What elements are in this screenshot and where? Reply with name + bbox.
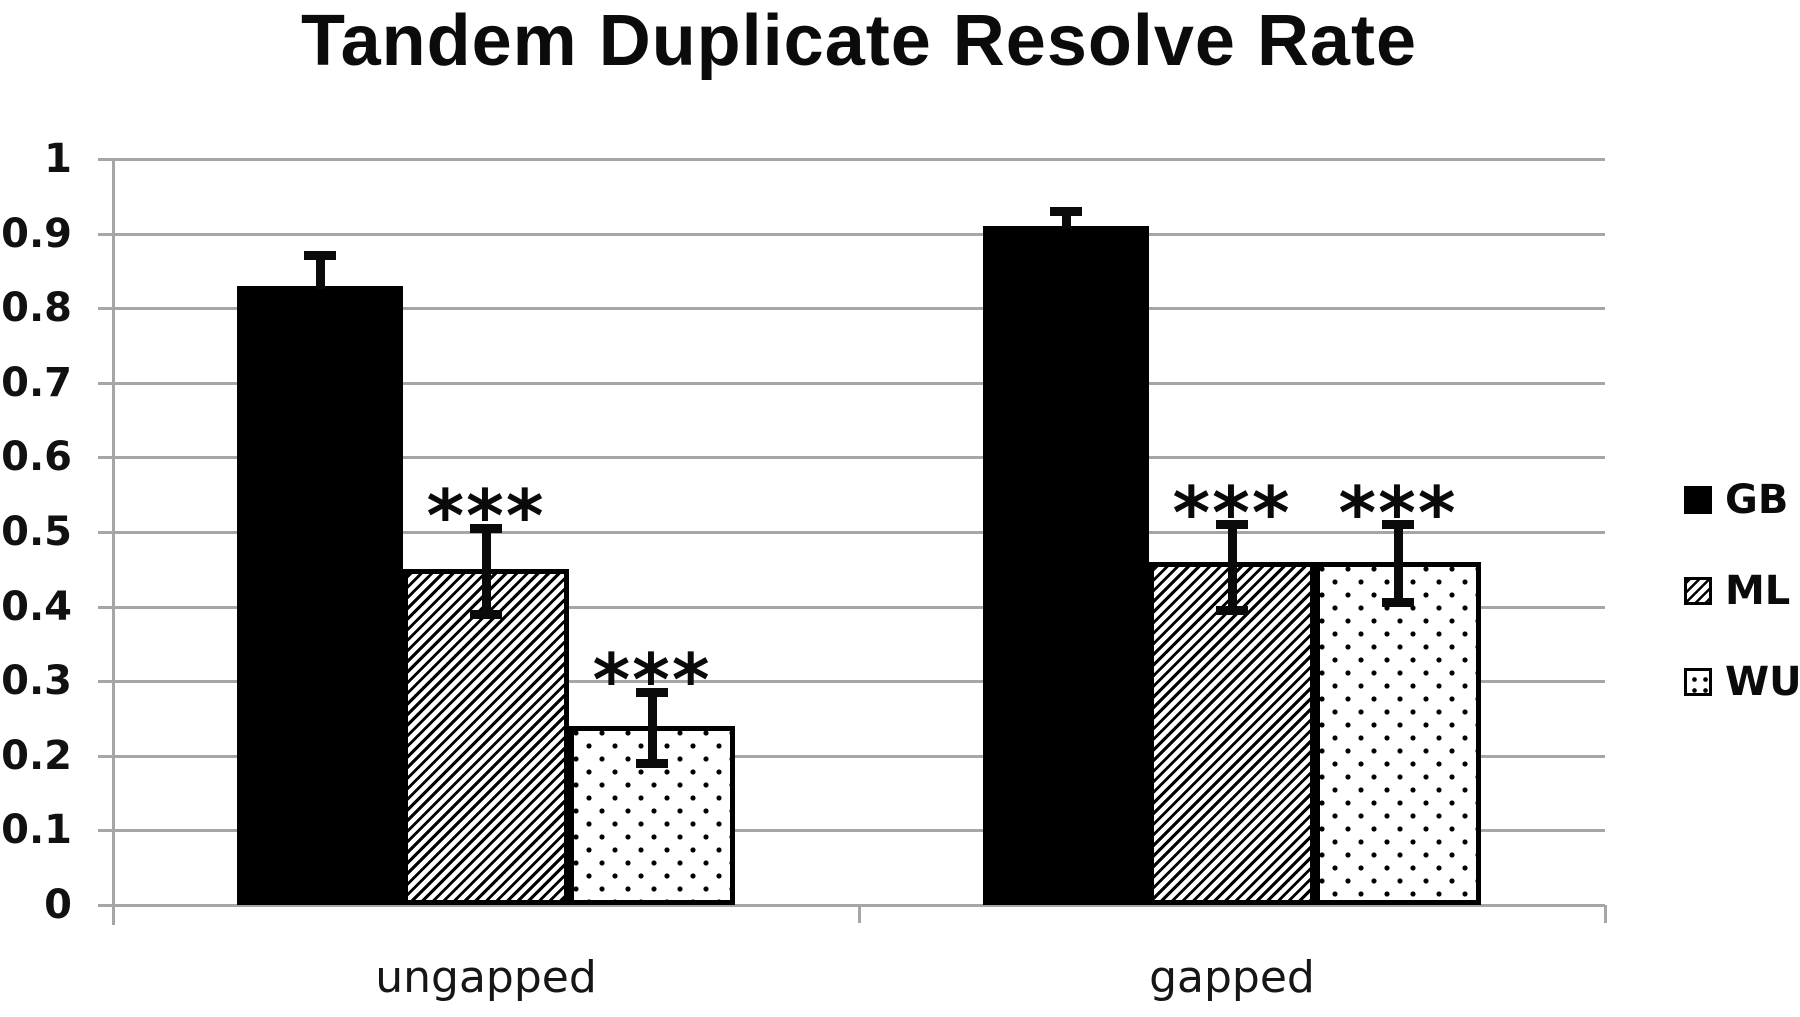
gridline xyxy=(113,754,1605,758)
legend-item-GB: GB xyxy=(1684,477,1800,523)
y-axis-tick xyxy=(98,531,113,534)
y-tick-label: 0.7 xyxy=(1,359,72,406)
bar-WU-gapped xyxy=(1315,561,1481,905)
significance-stars-WU-ungapped: *** xyxy=(592,638,712,723)
y-tick-label: 0.5 xyxy=(1,509,72,555)
y-tick-label: 0.4 xyxy=(1,583,72,630)
error-bar-cap-top-GB-gapped xyxy=(1050,206,1082,216)
error-bar-cap-bottom-ML-gapped xyxy=(1216,605,1248,615)
legend-item-WU: WU xyxy=(1684,659,1800,705)
legend-item-ML: ML xyxy=(1684,568,1800,614)
significance-stars-ML-ungapped: *** xyxy=(426,474,546,559)
x-axis-tick xyxy=(858,905,861,923)
error-bar-cap-top-ML-gapped xyxy=(1216,520,1248,530)
error-bar-stem-WU-gapped xyxy=(1393,524,1403,603)
y-axis-tick xyxy=(98,754,113,758)
y-axis-tick xyxy=(98,232,113,236)
significance-stars-ML-gapped: *** xyxy=(1172,470,1292,555)
bar-GB-gapped xyxy=(983,226,1149,905)
y-axis-tick xyxy=(98,307,113,311)
gridline xyxy=(113,381,1605,385)
gridline xyxy=(113,232,1605,236)
x-axis-tick xyxy=(1604,905,1607,923)
y-tick-label: 0.3 xyxy=(1,658,72,705)
y-tick-label: 0.9 xyxy=(1,210,72,257)
y-tick-label: 0.6 xyxy=(1,434,72,481)
y-axis-line xyxy=(112,159,115,925)
gridline xyxy=(113,680,1605,684)
error-bar-cap-top-ML-ungapped xyxy=(470,523,502,533)
gridline xyxy=(113,605,1605,609)
error-bar-stem-GB-ungapped xyxy=(315,255,325,289)
error-bar-cap-top-WU-ungapped xyxy=(636,687,668,697)
error-bar-cap-top-WU-gapped xyxy=(1382,520,1414,530)
gridline xyxy=(113,456,1605,460)
gridline xyxy=(113,307,1605,311)
y-axis-tick xyxy=(98,456,113,460)
y-axis-tick xyxy=(98,829,113,833)
y-axis-tick xyxy=(98,158,113,161)
x-category-label-ungapped: ungapped xyxy=(375,952,597,1003)
y-tick-label: 0.8 xyxy=(1,285,72,332)
bar-GB-ungapped xyxy=(237,285,403,905)
error-bar-cap-top-GB-ungapped xyxy=(304,251,336,261)
chart-title: Tandem Duplicate Resolve Rate xyxy=(301,1,1417,81)
error-bar-cap-bottom-WU-gapped xyxy=(1382,598,1414,608)
x-category-label-gapped: gapped xyxy=(1149,952,1315,1003)
error-bar-stem-WU-ungapped xyxy=(647,692,657,764)
legend-swatch-dots-icon xyxy=(1684,668,1712,696)
y-axis-tick xyxy=(98,381,113,385)
legend: GB ML WU xyxy=(1684,477,1800,705)
error-bar-stem-GB-gapped xyxy=(1061,211,1071,230)
error-bar-cap-bottom-WU-ungapped xyxy=(636,758,668,768)
legend-swatch-solid-black-icon xyxy=(1684,486,1712,514)
error-bar-stem-ML-gapped xyxy=(1227,524,1237,611)
legend-label: ML xyxy=(1725,568,1791,614)
legend-label: GB xyxy=(1725,477,1789,523)
legend-swatch-diagonal-hatch-icon xyxy=(1684,577,1712,605)
y-axis-tick xyxy=(98,605,113,609)
error-bar-cap-bottom-ML-ungapped xyxy=(470,609,502,619)
legend-label: WU xyxy=(1725,659,1800,705)
gridline xyxy=(113,829,1605,833)
y-tick-label: 1 xyxy=(44,136,72,182)
gridline xyxy=(113,158,1605,161)
significance-stars-WU-gapped: *** xyxy=(1338,470,1458,555)
y-axis-tick xyxy=(98,680,113,684)
error-bar-stem-ML-ungapped xyxy=(481,528,491,615)
bar-ML-ungapped xyxy=(403,569,569,905)
y-tick-label: 0 xyxy=(44,882,72,928)
gridline xyxy=(113,531,1605,534)
y-tick-label: 0.1 xyxy=(1,807,72,854)
y-axis-tick xyxy=(98,904,113,907)
y-tick-label: 0.2 xyxy=(1,732,72,779)
